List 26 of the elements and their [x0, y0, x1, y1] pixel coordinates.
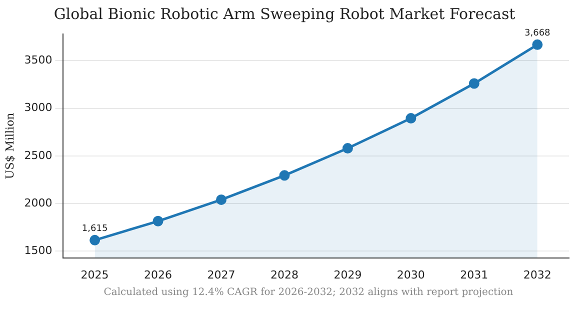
point — [468, 78, 480, 89]
point — [216, 194, 227, 205]
x-tick-label: 2030 — [396, 268, 425, 282]
data-label: 3,668 — [524, 28, 551, 39]
y-tick-label: 2500 — [24, 148, 52, 162]
point — [342, 143, 353, 154]
x-tick-label: 2028 — [270, 268, 298, 282]
y-axis-title: US$ Million — [3, 112, 16, 180]
x-tick-label: 2025 — [80, 268, 109, 282]
chart-title: Global Bionic Robotic Arm Sweeping Robot Market Forecast — [54, 4, 516, 23]
y-tick-label: 3000 — [24, 101, 52, 114]
x-tick-label: 2026 — [144, 268, 172, 282]
point — [279, 170, 290, 181]
point — [90, 234, 100, 246]
y-tick-label: 1500 — [24, 244, 52, 257]
point — [152, 216, 164, 226]
data-label: 1,615 — [82, 224, 108, 234]
x-tick-label: 2027 — [207, 268, 236, 282]
point — [406, 113, 416, 124]
point — [532, 39, 543, 50]
y-tick-label: 2000 — [24, 196, 52, 210]
text: Calculated using 12.4% CAGR for 2026-2032; 2032 aligns with report projection — [102, 287, 514, 298]
x-tick-label: 2032 — [523, 268, 552, 282]
x-tick-label: 2031 — [460, 268, 488, 282]
x-tick-label: 2029 — [334, 268, 362, 282]
y-tick-label: 3500 — [24, 54, 52, 67]
